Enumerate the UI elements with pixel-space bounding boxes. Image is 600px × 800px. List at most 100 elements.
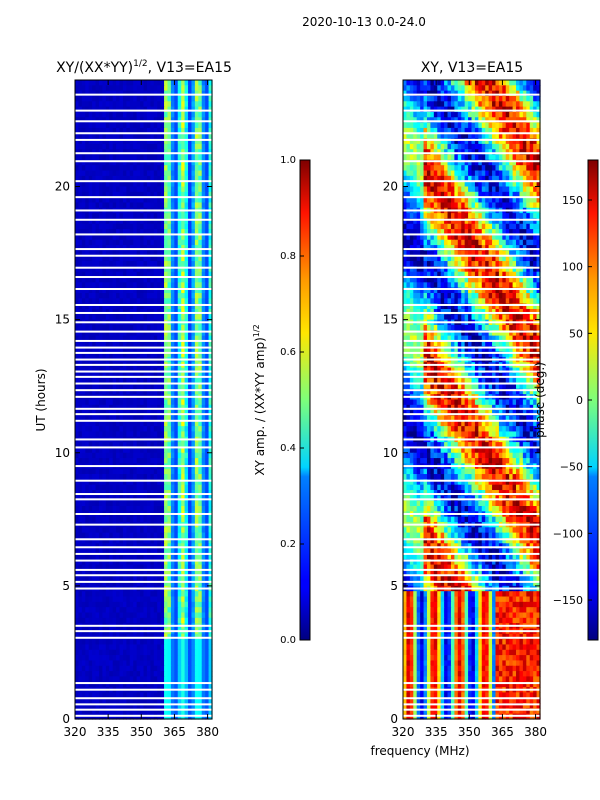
heatmap-cell <box>75 372 80 379</box>
heatmap-cell <box>98 298 103 305</box>
heatmap-cell <box>85 101 90 108</box>
heatmap-cell <box>98 474 103 480</box>
heatmap-cell <box>150 234 155 241</box>
heatmap-cell <box>140 580 145 587</box>
heatmap-cell <box>201 106 206 113</box>
heatmap-cell <box>102 106 107 113</box>
heatmap-cell <box>78 175 83 182</box>
heatmap-cell <box>122 415 127 422</box>
heatmap-cell <box>208 308 213 315</box>
heatmap-cell <box>208 399 213 406</box>
heatmap-cell <box>160 330 165 337</box>
heatmap-cell <box>170 633 175 640</box>
heatmap-cell <box>122 154 127 161</box>
heatmap-cell <box>164 660 169 667</box>
heatmap-cell <box>92 229 97 236</box>
heatmap-cell <box>191 223 196 230</box>
heatmap-cell <box>140 612 145 619</box>
heatmap-cell <box>157 426 162 433</box>
heatmap-cell <box>208 452 213 459</box>
heatmap-cell <box>194 490 199 496</box>
heatmap-cell <box>188 452 193 459</box>
heatmap-cell <box>174 95 179 102</box>
heatmap-cell <box>75 495 80 502</box>
heatmap-cell <box>153 655 158 662</box>
heatmap-cell <box>150 122 155 129</box>
heatmap-cell <box>205 420 210 427</box>
heatmap-cell <box>170 239 175 246</box>
heatmap-cell <box>194 95 199 102</box>
heatmap-cell <box>194 708 199 715</box>
heatmap-cell <box>208 506 213 512</box>
heatmap-cell <box>194 101 199 108</box>
heatmap-cell <box>105 559 110 566</box>
heatmap-cell <box>133 95 138 102</box>
heatmap-cell <box>140 106 145 113</box>
heatmap-cell <box>116 644 121 651</box>
heatmap-cell <box>109 223 114 230</box>
heatmap-cell <box>153 250 158 257</box>
heatmap-cell <box>198 484 203 491</box>
heatmap-cell <box>198 80 203 86</box>
heatmap-cell <box>85 143 90 150</box>
heatmap-cell <box>102 607 107 614</box>
heatmap-cell <box>208 697 213 704</box>
heatmap-cell <box>112 564 117 571</box>
heatmap-cell <box>198 340 203 347</box>
heatmap-cell <box>184 282 189 289</box>
heatmap-cell <box>140 351 145 358</box>
heatmap-cell <box>75 261 80 267</box>
flagged-row <box>75 382 212 385</box>
heatmap-cell <box>136 181 141 188</box>
heatmap-cell <box>164 591 169 598</box>
heatmap-cell <box>85 655 90 662</box>
heatmap-cell <box>109 612 114 619</box>
heatmap-cell <box>126 372 131 379</box>
heatmap-cell <box>150 633 155 640</box>
heatmap-cell <box>191 213 196 220</box>
heatmap-cell <box>205 665 210 672</box>
heatmap-cell <box>146 170 151 177</box>
heatmap-cell <box>116 633 121 640</box>
heatmap-cell <box>191 388 196 395</box>
heatmap-cell <box>164 127 169 134</box>
heatmap-cell <box>167 543 172 550</box>
heatmap-cell <box>102 612 107 619</box>
heatmap-cell <box>112 346 117 353</box>
heatmap-cell <box>201 85 206 92</box>
flagged-row <box>75 523 212 526</box>
heatmap-cell <box>191 191 196 198</box>
heatmap-cell <box>205 330 210 337</box>
heatmap-cell <box>184 170 189 177</box>
heatmap-cell <box>198 601 203 608</box>
heatmap-cell <box>126 458 131 464</box>
heatmap-cell <box>150 80 155 86</box>
heatmap-cell <box>85 671 90 677</box>
heatmap-cell <box>208 202 213 209</box>
heatmap-cell <box>75 383 80 390</box>
heatmap-cell <box>85 388 90 395</box>
heatmap-cell <box>81 399 86 406</box>
heatmap-cell <box>177 277 182 283</box>
heatmap-cell <box>201 442 206 449</box>
heatmap-cell <box>78 601 83 608</box>
heatmap-cell <box>146 101 151 108</box>
heatmap-cell <box>133 314 138 321</box>
heatmap-cell <box>160 308 165 315</box>
heatmap-cell <box>85 372 90 379</box>
heatmap-cell <box>116 186 121 193</box>
heatmap-cell <box>160 261 165 267</box>
heatmap-cell <box>143 655 148 662</box>
heatmap-cell <box>102 495 107 502</box>
heatmap-cell <box>143 239 148 246</box>
heatmap-cell <box>126 468 131 475</box>
heatmap-cell <box>105 186 110 193</box>
heatmap-cell <box>102 213 107 220</box>
heatmap-cell <box>78 255 83 262</box>
heatmap-cell <box>88 447 93 454</box>
heatmap-cell <box>157 639 162 646</box>
heatmap-cell <box>146 303 151 310</box>
heatmap-cell <box>188 665 193 672</box>
heatmap-cell <box>471 90 476 97</box>
heatmap-cell <box>184 447 189 454</box>
